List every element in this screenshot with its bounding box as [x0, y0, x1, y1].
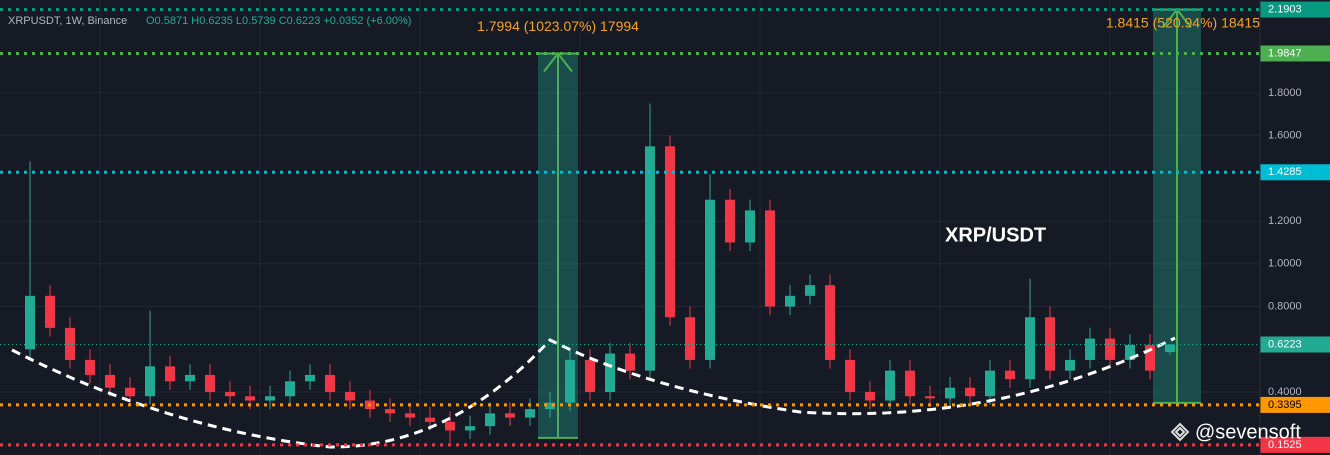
candle-body: [85, 359, 95, 375]
candle-body: [605, 353, 615, 392]
candles: [25, 103, 1175, 444]
candle-body: [465, 426, 475, 431]
candle-body: [285, 381, 295, 397]
candle-body: [665, 146, 675, 318]
level-tag: [1260, 45, 1330, 62]
watermark: @sevensoft: [1195, 421, 1301, 443]
candle-body: [985, 370, 995, 397]
candle-body: [305, 374, 315, 382]
candle-body: [205, 374, 215, 392]
candle-body: [505, 413, 515, 418]
candle-body: [405, 413, 415, 418]
level-label: 0.3395: [1268, 399, 1302, 411]
level-tag: [1260, 436, 1330, 453]
candle-body: [865, 391, 875, 401]
candle-body: [145, 366, 155, 397]
symbol: XRPUSDT, 1W, Binance: [8, 15, 127, 27]
candle-body: [845, 359, 855, 392]
candle-body: [265, 396, 275, 401]
candle-body: [25, 295, 35, 350]
level-tag: [1260, 1, 1330, 18]
y-tick-label: 0.4000: [1268, 386, 1302, 398]
candle-body: [1065, 359, 1075, 371]
candle-body: [65, 327, 75, 360]
candle-body: [545, 402, 555, 410]
candle-body: [425, 417, 435, 422]
level-label: 1.9847: [1268, 47, 1302, 59]
trend-curve: [11, 336, 1176, 449]
candle-body: [1125, 344, 1135, 360]
candle-body: [165, 366, 175, 382]
candle-body: [725, 199, 735, 243]
y-tick-label: 1.6000: [1268, 130, 1302, 142]
candle-body: [1025, 317, 1035, 380]
candle-body: [445, 421, 455, 431]
candle-body: [965, 387, 975, 397]
level-tag: [1260, 164, 1330, 181]
y-tick-label: 1.2000: [1268, 215, 1302, 227]
candle-body: [565, 359, 575, 403]
candle-body: [385, 409, 395, 414]
level-label: 0.1525: [1268, 439, 1302, 451]
candle-body: [745, 210, 755, 243]
level-label: 1.4285: [1268, 166, 1302, 178]
ohlc: O0.5871 H0.6235 L0.5739 C0.6223 +0.0352 …: [146, 15, 411, 27]
y-tick-label: 1.0000: [1268, 258, 1302, 270]
measure-label: 1.8415 (520.94%) 18415: [1106, 15, 1260, 31]
measure-label: 1.7994 (1023.07%) 17994: [477, 18, 639, 34]
y-tick-label: 0.8000: [1268, 300, 1302, 312]
level-label: 2.1903: [1268, 3, 1302, 15]
candle-body: [905, 370, 915, 397]
candle-body: [345, 391, 355, 401]
level-tag: [1260, 336, 1330, 353]
candle-body: [245, 396, 255, 401]
candle-body: [225, 391, 235, 397]
watermark-logo: [1170, 422, 1190, 442]
candle-body: [805, 285, 815, 296]
candle-body: [105, 374, 115, 388]
candle-body: [625, 353, 635, 371]
candle-body: [785, 295, 795, 307]
candle-body: [765, 210, 775, 307]
candle-body: [485, 413, 495, 427]
annotation: XRP/USDT: [945, 224, 1046, 246]
candle-body: [185, 374, 195, 382]
candle-body: [1085, 338, 1095, 360]
candle-body: [1165, 344, 1175, 353]
candle-body: [525, 409, 535, 418]
candle-body: [945, 387, 955, 399]
candle-body: [45, 295, 55, 328]
candle-body: [645, 146, 655, 371]
y-tick-label: 1.8000: [1268, 87, 1302, 99]
candle-body: [1005, 370, 1015, 380]
vertical-grid: [99, 0, 1111, 455]
candle-body: [1105, 338, 1115, 360]
candle-body: [825, 285, 835, 360]
candle-body: [125, 387, 135, 397]
candle-body: [325, 374, 335, 392]
level-label: 0.6223: [1268, 338, 1302, 350]
candle-body: [685, 317, 695, 360]
candle-body: [705, 199, 715, 360]
candle-body: [885, 370, 895, 401]
candle-body: [585, 359, 595, 392]
candle-body: [1145, 344, 1155, 371]
candle-body: [1045, 317, 1055, 371]
candle-body: [925, 396, 935, 399]
level-tag: [1260, 396, 1330, 413]
